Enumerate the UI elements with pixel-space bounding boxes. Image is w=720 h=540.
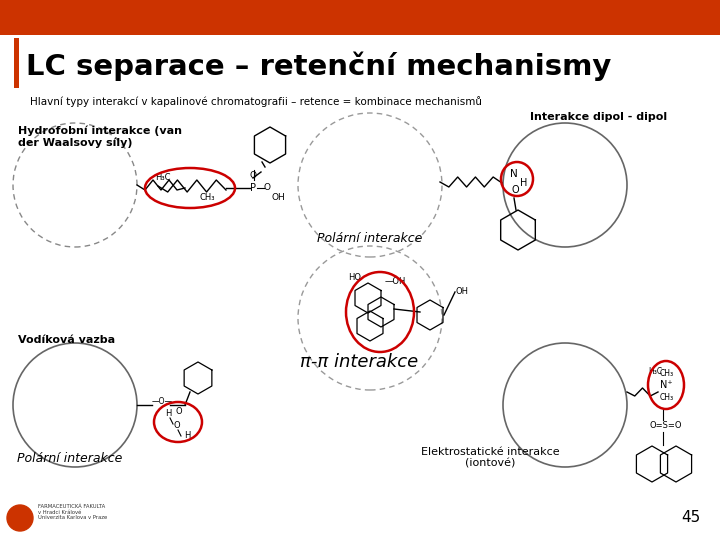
Text: CH₃: CH₃: [660, 369, 674, 379]
Text: CH₃: CH₃: [660, 393, 674, 402]
Text: H: H: [184, 430, 190, 440]
Text: 45: 45: [680, 510, 700, 525]
Text: π-π interakce: π-π interakce: [300, 353, 418, 371]
Text: CH₃: CH₃: [200, 193, 215, 202]
Text: LC separace – retenční mechanismy: LC separace – retenční mechanismy: [26, 51, 611, 81]
Text: H₃C: H₃C: [648, 368, 662, 376]
Text: OH: OH: [272, 192, 286, 201]
Text: Hlavní typy interakcí v kapalinové chromatografii – retence = kombinace mechanis: Hlavní typy interakcí v kapalinové chrom…: [30, 97, 482, 107]
Text: O: O: [175, 407, 181, 415]
Text: Polární interakce: Polární interakce: [17, 451, 122, 464]
Text: Interakce dipol - dipol: Interakce dipol - dipol: [530, 112, 667, 122]
Text: FARMACEUTICKÁ FAKULTA
v Hradci Králové
Univerzita Karlova v Praze: FARMACEUTICKÁ FAKULTA v Hradci Králové U…: [38, 504, 107, 521]
Text: O: O: [511, 185, 518, 195]
Text: O: O: [174, 421, 181, 429]
Text: OH: OH: [455, 287, 468, 296]
Text: Vodíková vazba: Vodíková vazba: [18, 335, 115, 345]
Text: H: H: [165, 409, 171, 418]
Text: O=S=O: O=S=O: [650, 421, 683, 429]
Text: HO: HO: [348, 273, 361, 281]
Text: O: O: [264, 184, 271, 192]
Text: Hydrofobní interakce (van
der Waalsovy síly): Hydrofobní interakce (van der Waalsovy s…: [18, 125, 182, 148]
Text: P: P: [250, 183, 256, 193]
Circle shape: [7, 505, 33, 531]
Text: O: O: [250, 171, 257, 179]
Text: Elektrostatické interakce
(iontové): Elektrostatické interakce (iontové): [420, 447, 559, 469]
Text: Polární interakce: Polární interakce: [318, 232, 423, 245]
Bar: [0, 0, 720, 35]
Text: H: H: [520, 178, 527, 188]
Bar: [14, 38, 19, 88]
Text: —OH: —OH: [385, 278, 406, 287]
Text: N: N: [510, 169, 518, 179]
Text: H₃C: H₃C: [155, 173, 171, 183]
Text: N⁺: N⁺: [660, 380, 672, 390]
Text: —O—: —O—: [152, 397, 173, 407]
